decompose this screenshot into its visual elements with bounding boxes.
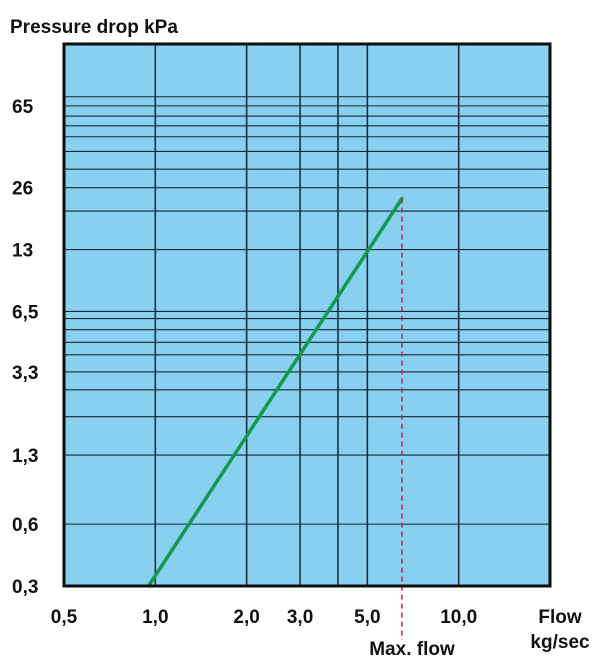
y-tick-label: 0,3 (12, 577, 38, 598)
y-tick-label: 1,3 (12, 446, 38, 467)
x-tick-label: 2,0 (233, 607, 259, 628)
max-flow-label: Max. flow (369, 639, 455, 659)
horizontal-grid (64, 96, 550, 525)
y-tick-label: 13 (12, 241, 33, 262)
series-group (146, 196, 404, 588)
x-tick-label: 10,0 (440, 607, 477, 628)
y-tick-label: 3,3 (12, 363, 38, 384)
y-tick-label: 26 (12, 179, 33, 200)
plot-border (62, 42, 552, 588)
plot-area (64, 44, 550, 586)
x-axis-label-flow: Flow (538, 607, 581, 628)
x-tick-label: 1,0 (142, 607, 168, 628)
x-tick-labels: 0,5 1,0 2,0 3,0 5,0 10,0 (51, 607, 477, 628)
vertical-grid (154, 44, 460, 586)
y-tick-labels: 65 26 13 6,5 3,3 1,3 0,6 0,3 (12, 97, 39, 598)
y-tick-label: 6,5 (12, 302, 39, 323)
y-tick-label: 65 (12, 97, 34, 118)
pressure-drop-line (146, 196, 404, 588)
chart-title: Pressure drop kPa (10, 17, 178, 38)
x-tick-label: 3,0 (287, 607, 313, 628)
x-axis-label-unit: kg/sec (530, 632, 590, 653)
y-tick-label: 0,6 (12, 515, 38, 536)
x-tick-label: 5,0 (354, 607, 380, 628)
x-tick-label: 0,5 (51, 607, 78, 628)
